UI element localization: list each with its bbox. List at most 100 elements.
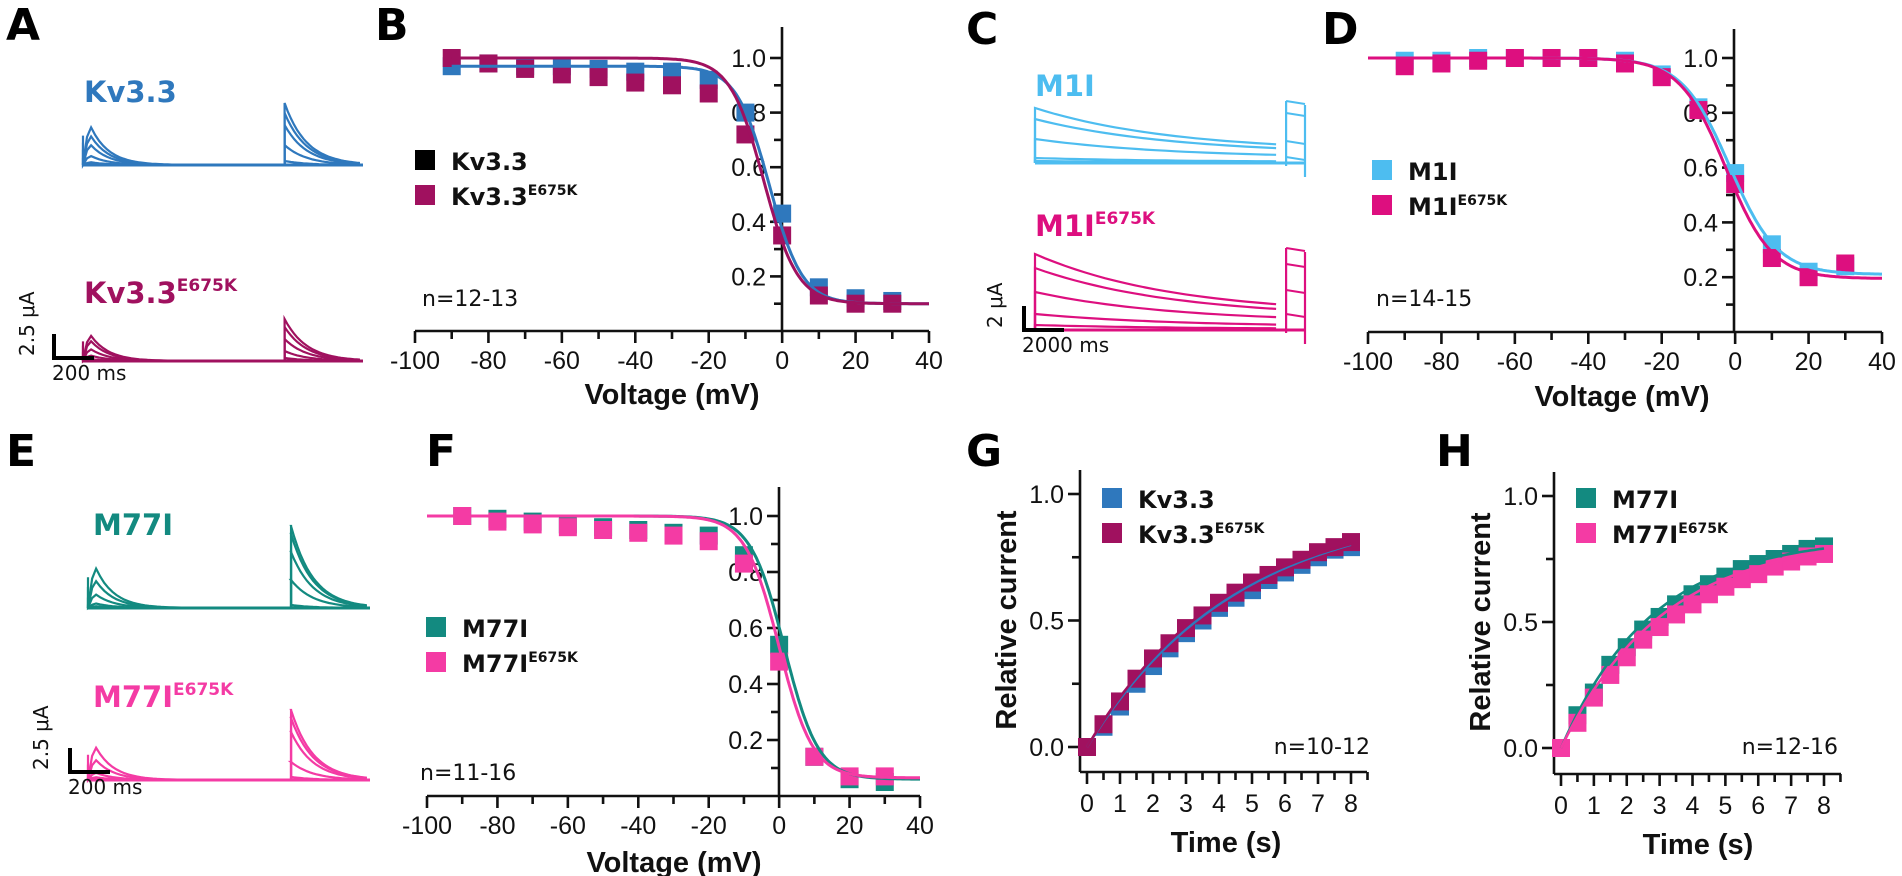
legend-label: Kv3.3E675K <box>451 183 579 211</box>
scale-bar-y-label: 2 μA <box>983 282 1007 328</box>
legend-superscript: E675K <box>1458 193 1509 209</box>
x-tick-label: 8 <box>1344 790 1358 818</box>
x-tick-label: 0 <box>775 347 789 375</box>
x-tick-label: 1 <box>1587 792 1601 820</box>
scale-bar: 2 μA 2000 ms <box>983 282 1109 357</box>
data-point <box>1716 577 1735 596</box>
y-tick-label: 1.0 <box>1503 483 1538 511</box>
x-axis-title: Time (s) <box>1643 829 1754 861</box>
y-tick-label: 1.0 <box>1683 45 1718 73</box>
x-tick-label: -100 <box>402 812 452 840</box>
legend-swatch <box>415 150 435 170</box>
x-tick-label: 4 <box>1212 790 1226 818</box>
data-point <box>1342 533 1360 552</box>
x-tick-label: 6 <box>1751 792 1765 820</box>
legend-label: M77IE675K <box>1612 521 1729 549</box>
y-tick-label: 0.6 <box>1683 155 1718 183</box>
legend-label: M77I <box>462 615 528 643</box>
current-trace <box>1033 156 1277 163</box>
data-point <box>626 73 645 92</box>
y-axis-title: Relative current <box>991 510 1023 730</box>
x-tick-label: -20 <box>691 812 727 840</box>
data-point <box>629 523 648 542</box>
legend-label: M77I <box>1612 486 1678 514</box>
fit-curve <box>1368 56 1882 280</box>
current-trace <box>1285 313 1306 318</box>
legend: M77I M77IE675K <box>1576 486 1729 549</box>
trace-label: M77IE675K <box>93 680 234 714</box>
y-tick-label: 0.4 <box>731 209 766 237</box>
legend-swatch <box>1372 160 1392 180</box>
current-trace <box>1033 252 1277 330</box>
x-tick-label: 5 <box>1245 790 1259 818</box>
current-trace <box>1033 312 1277 330</box>
fit-curve <box>427 514 920 780</box>
panel-letter-f: F <box>426 426 456 477</box>
panel-letter-e: E <box>6 426 36 477</box>
x-tick-label: 20 <box>842 347 870 375</box>
x-tick-label: -40 <box>620 812 656 840</box>
panel-h-chart: 0 1 2 3 4 5 6 7 8 0.0 0.5 1.0 Time (s) Relative curre… <box>1465 472 1842 861</box>
legend-label: M1I <box>1408 158 1458 186</box>
x-tick-label: -80 <box>479 812 515 840</box>
x-tick-label: 4 <box>1686 792 1700 820</box>
data-point <box>1395 57 1414 76</box>
x-tick-label: -80 <box>1423 348 1459 376</box>
current-trace <box>1285 263 1306 268</box>
data-point <box>699 84 718 103</box>
n-annotation: n=12-16 <box>1742 735 1838 760</box>
n-annotation: n=11-16 <box>420 761 516 786</box>
series-1 <box>1395 49 1855 287</box>
legend-label: M1IE675K <box>1408 193 1508 221</box>
panel-g-chart: 0 1 2 3 4 5 6 7 8 0.0 0.5 1.0 Time (s) Relative curre… <box>991 470 1370 859</box>
panel-letter-c: C <box>966 4 998 55</box>
scale-bar-lines <box>52 334 94 360</box>
data-point <box>589 68 608 87</box>
current-traces <box>1033 100 1307 177</box>
current-traces <box>1033 247 1307 344</box>
legend: Kv3.3 Kv3.3E675K <box>1102 486 1266 549</box>
n-annotation: n=14-15 <box>1376 287 1472 312</box>
current-trace <box>1285 156 1306 161</box>
scale-bar: 2.5 μA 200 ms <box>15 291 126 385</box>
fit-curve <box>427 514 920 781</box>
trace-label: Kv3.3E675K <box>84 276 238 310</box>
x-tick-label: 3 <box>1179 790 1193 818</box>
data-point <box>663 76 681 95</box>
x-tick-label: 40 <box>915 347 943 375</box>
legend-swatch <box>426 652 446 672</box>
legend-superscript: E675K <box>528 183 579 199</box>
data-point <box>1667 605 1686 624</box>
x-tick-label: 0 <box>1080 790 1094 818</box>
legend: Kv3.3 Kv3.3E675K <box>415 148 579 211</box>
trace-label: M1IE675K <box>1035 209 1156 243</box>
n-annotation: n=10-12 <box>1274 735 1370 760</box>
y-tick-label: 0.0 <box>1503 735 1538 763</box>
legend-swatch <box>1102 523 1122 543</box>
series-1 <box>1552 544 1833 757</box>
y-tick-label: 0.5 <box>1029 608 1064 636</box>
legend-swatch <box>1576 488 1596 508</box>
x-tick-label: 3 <box>1653 792 1667 820</box>
x-tick-label: -60 <box>544 347 580 375</box>
trace-superscript: E675K <box>177 276 238 296</box>
series-0 <box>453 507 894 791</box>
data-point <box>1469 51 1488 70</box>
n-annotation: n=12-13 <box>422 287 518 312</box>
current-trace <box>289 532 367 608</box>
y-tick-label: 0.6 <box>728 615 763 643</box>
panel-a-traces: Kv3.3 Kv3.3E675K 2.5 μA 200 ms <box>15 75 363 385</box>
panel-letter-d: D <box>1322 4 1359 55</box>
x-tick-label: -20 <box>691 347 727 375</box>
trace-label: Kv3.3 <box>84 75 177 109</box>
data-point <box>734 554 753 573</box>
series-1 <box>453 507 894 786</box>
legend-label: M77IE675K <box>462 650 579 678</box>
x-axis-title: Time (s) <box>1171 827 1282 859</box>
current-trace <box>1285 100 1306 105</box>
x-tick-label: -80 <box>470 347 506 375</box>
current-traces <box>86 708 370 784</box>
legend: M1I M1IE675K <box>1372 158 1508 221</box>
current-trace <box>1033 266 1277 330</box>
legend-swatch <box>426 617 446 637</box>
